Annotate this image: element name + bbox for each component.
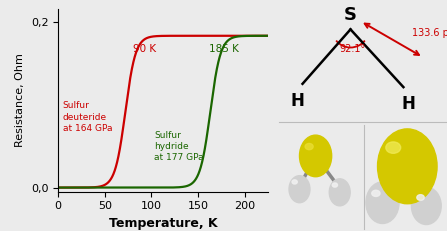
X-axis label: Temperature, K: Temperature, K [109, 217, 218, 230]
Text: S: S [344, 6, 357, 24]
Circle shape [378, 129, 437, 204]
Text: 185 K: 185 K [209, 44, 239, 54]
Text: 92.1°: 92.1° [340, 44, 366, 54]
Ellipse shape [386, 142, 401, 153]
Text: Sulfur
deuteride
at 164 GPa: Sulfur deuteride at 164 GPa [63, 101, 112, 133]
Ellipse shape [417, 195, 424, 200]
Y-axis label: Resistance, Ohm: Resistance, Ohm [15, 54, 25, 147]
Circle shape [329, 179, 350, 206]
Circle shape [289, 176, 310, 203]
Circle shape [411, 187, 441, 225]
Circle shape [299, 135, 332, 177]
Ellipse shape [305, 143, 313, 150]
Text: H: H [291, 92, 304, 110]
Text: Sulfur
hydride
at 177 GPa: Sulfur hydride at 177 GPa [154, 131, 204, 162]
Text: 133.6 pm: 133.6 pm [412, 28, 447, 38]
Text: 90 K: 90 K [133, 44, 156, 54]
Ellipse shape [292, 180, 297, 184]
Circle shape [366, 182, 399, 224]
Text: H: H [401, 95, 415, 113]
Ellipse shape [372, 190, 380, 196]
Ellipse shape [332, 183, 337, 187]
